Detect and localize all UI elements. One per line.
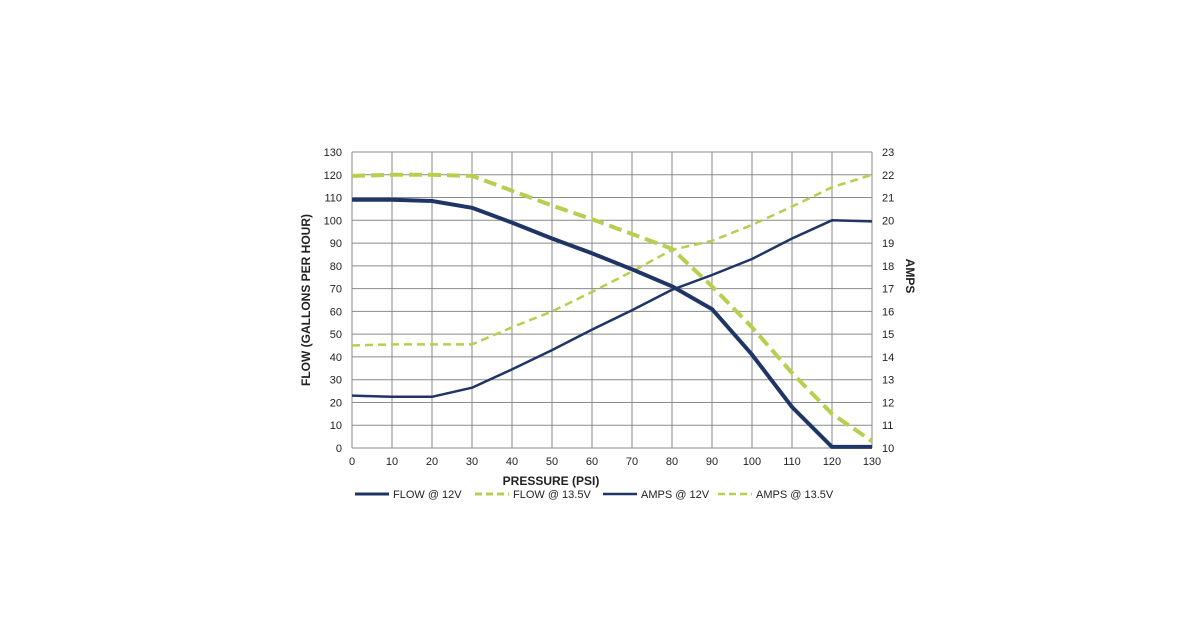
- grid: [351, 151, 873, 449]
- x-tick-label: 70: [626, 456, 638, 468]
- y2-axis-ticks: 10 11 12 13 14 15 16 17 18 19 20 21 22 23: [882, 147, 894, 455]
- y2-tick-label: 10: [882, 443, 894, 455]
- series-layer: [351, 172, 874, 449]
- y2-tick-label: 21: [882, 193, 894, 205]
- y-tick-label: 60: [330, 306, 342, 318]
- y2-tick-label: 12: [882, 397, 894, 409]
- y-tick-label: 90: [330, 238, 342, 250]
- x-tick-label: 110: [783, 456, 801, 468]
- series-line-amps-13-5v: [351, 173, 873, 347]
- y-tick-label: 0: [336, 443, 342, 455]
- y2-tick-label: 17: [882, 284, 894, 296]
- y2-tick-label: 14: [882, 352, 894, 364]
- y2-tick-label: 15: [882, 329, 894, 341]
- y-tick-label: 20: [330, 397, 342, 409]
- x-tick-label: 120: [823, 456, 841, 468]
- y-tick-label: 10: [330, 420, 342, 432]
- y2-tick-label: 20: [882, 215, 894, 227]
- y2-axis-title: AMPS: [903, 259, 917, 294]
- y-tick-label: 70: [330, 284, 342, 296]
- y-axis-ticks: 0 10 20 30 40 50 60 70 80 90 100 110 120 130: [324, 147, 342, 455]
- x-axis-ticks: 0 10 20 30 40 50 60 70 80 90 100 110 120 130: [349, 456, 881, 468]
- x-tick-label: 40: [506, 456, 518, 468]
- y-tick-label: 80: [330, 261, 342, 273]
- y2-tick-label: 18: [882, 261, 894, 273]
- x-tick-label: 100: [743, 456, 761, 468]
- y-tick-label: 130: [324, 147, 342, 159]
- y2-tick-label: 23: [882, 147, 894, 159]
- y-tick-label: 100: [324, 215, 342, 227]
- y-tick-label: 40: [330, 352, 342, 364]
- x-axis-title: PRESSURE (PSI): [503, 474, 600, 488]
- series-line-flow-13-5v: [351, 172, 874, 443]
- series-line-amps-12v: [351, 219, 873, 399]
- x-tick-label: 50: [546, 456, 558, 468]
- y-tick-label: 110: [324, 193, 342, 205]
- legend-label-flow-12v: FLOW @ 12V: [393, 489, 462, 501]
- y2-tick-label: 13: [882, 375, 894, 387]
- y-tick-label: 120: [324, 170, 342, 182]
- x-tick-label: 90: [706, 456, 718, 468]
- y2-tick-label: 19: [882, 238, 894, 250]
- x-tick-label: 10: [386, 456, 398, 468]
- legend-label-amps-13-5v: AMPS @ 13.5V: [756, 489, 834, 501]
- y2-tick-label: 11: [882, 420, 893, 432]
- y-axis-title: FLOW (GALLONS PER HOUR): [299, 214, 313, 386]
- y-tick-label: 50: [330, 329, 342, 341]
- y2-tick-label: 22: [882, 170, 894, 182]
- series-line-flow-12v: [352, 197, 872, 449]
- y2-tick-label: 16: [882, 306, 894, 318]
- legend-label-amps-12v: AMPS @ 12V: [641, 489, 710, 501]
- legend: FLOW @ 12V FLOW @ 13.5V AMPS @ 12V AMPS @ 1…: [355, 489, 834, 501]
- x-tick-label: 20: [426, 456, 438, 468]
- x-tick-label: 130: [863, 456, 881, 468]
- legend-label-flow-13-5v: FLOW @ 13.5V: [513, 489, 591, 501]
- x-tick-label: 60: [586, 456, 598, 468]
- x-tick-label: 30: [466, 456, 478, 468]
- y-tick-label: 30: [330, 375, 342, 387]
- x-tick-label: 80: [666, 456, 678, 468]
- x-tick-label: 0: [349, 456, 355, 468]
